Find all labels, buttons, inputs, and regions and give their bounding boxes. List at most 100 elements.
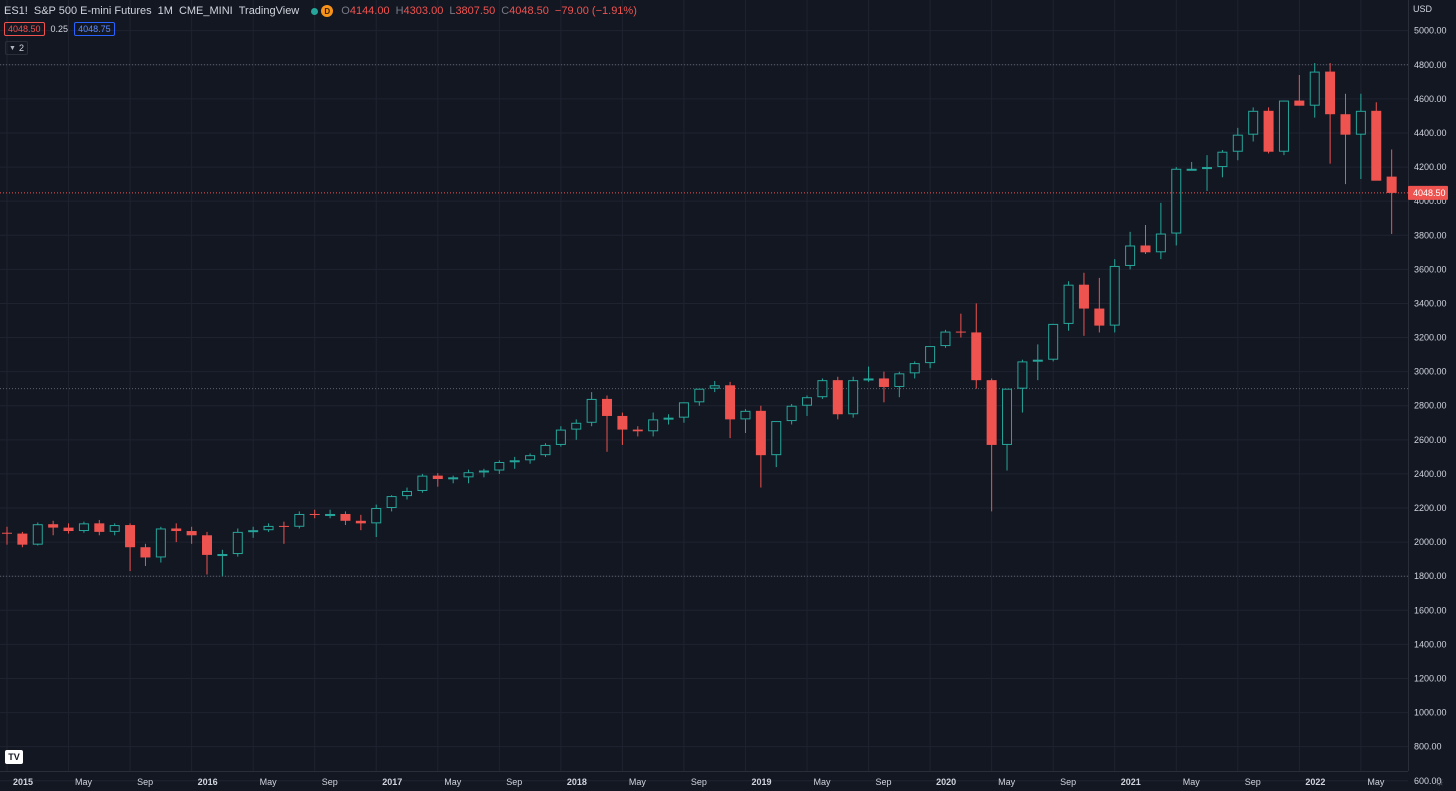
candle [109, 523, 120, 536]
candle [371, 504, 382, 537]
candle-body [48, 524, 59, 528]
candle-body [802, 397, 813, 406]
sell-price-button[interactable]: 4048.50 [4, 22, 45, 36]
price-tick-label: 3800.00 [1414, 230, 1447, 240]
candle [32, 522, 43, 546]
candle-body [1309, 71, 1320, 106]
candle-body [1202, 167, 1213, 170]
candle-body [786, 405, 797, 422]
candle-body [525, 455, 536, 461]
horizontal-levels [0, 64, 1408, 577]
time-tick-label: 2022 [1305, 777, 1325, 787]
symbol-ticker[interactable]: ES1! [4, 5, 28, 17]
candle-body [771, 421, 782, 456]
time-tick-label: 2017 [382, 777, 402, 787]
candle [617, 412, 628, 445]
candle-body [648, 419, 659, 432]
quote-row: 4048.50 0.25 4048.75 [4, 22, 115, 36]
candle [402, 487, 413, 500]
gear-icon[interactable]: ☼ [1434, 774, 1445, 788]
candle [509, 456, 520, 469]
time-tick-label: Sep [137, 777, 153, 787]
candle [1309, 63, 1320, 118]
time-tick-label: Sep [322, 777, 338, 787]
candle-body [1140, 245, 1151, 253]
time-tick-label: Sep [876, 777, 892, 787]
candle [848, 376, 859, 418]
price-tick-label: 2600.00 [1414, 435, 1447, 445]
time-tick-label: Sep [1060, 777, 1076, 787]
price-tick-label: 4800.00 [1414, 60, 1447, 70]
price-tick-label: 1400.00 [1414, 639, 1447, 649]
candle [878, 371, 889, 403]
candle [1140, 225, 1151, 255]
interval-label[interactable]: 1M [157, 5, 173, 17]
candle-body [155, 528, 166, 558]
candle [971, 303, 982, 389]
candle-body [417, 475, 428, 491]
price-tick-label: 2000.00 [1414, 537, 1447, 547]
candle [325, 509, 336, 519]
candle [1278, 100, 1289, 156]
candle-body [832, 380, 843, 415]
candle [1002, 388, 1013, 471]
candle-body [755, 410, 766, 456]
candle [1155, 202, 1166, 260]
time-tick-label: May [444, 777, 462, 787]
candle [1340, 93, 1351, 185]
candle [1355, 93, 1366, 179]
candle [1248, 107, 1259, 142]
candle [909, 361, 920, 379]
candle-body [1232, 134, 1243, 152]
candle [832, 376, 843, 420]
candle-body [355, 520, 366, 524]
time-tick-label: Sep [1245, 777, 1261, 787]
candle [1048, 323, 1059, 362]
tradingview-logo-icon[interactable]: TV [5, 750, 23, 764]
candle-body [1063, 284, 1074, 324]
time-tick-label: 2019 [751, 777, 771, 787]
price-tick-label: 1600.00 [1414, 605, 1447, 615]
candle-body [1017, 361, 1028, 389]
candle [540, 443, 551, 457]
buy-price-button[interactable]: 4048.75 [74, 22, 115, 36]
candle-body [1340, 114, 1351, 135]
candle-body [571, 422, 582, 430]
exchange-label: CME_MINI [178, 5, 233, 17]
candle [648, 412, 659, 437]
price-tick-label: 4200.00 [1414, 162, 1447, 172]
plot-area[interactable] [0, 0, 1408, 771]
price-tick-label: 2800.00 [1414, 401, 1447, 411]
candle [125, 523, 136, 572]
candle-body [694, 388, 705, 403]
candle [2, 526, 12, 545]
market-status-badge[interactable]: D [311, 5, 334, 17]
candle-body [725, 385, 736, 420]
indicators-toggle-button[interactable]: ▼ 2 [5, 41, 28, 55]
candle [17, 531, 28, 548]
candle-body [971, 332, 982, 381]
candles [2, 63, 1397, 577]
candle-body [109, 525, 120, 532]
candle [678, 402, 689, 423]
candle-body [1109, 265, 1120, 326]
candle [232, 528, 243, 557]
candle-body [1002, 388, 1013, 445]
candle [63, 523, 74, 534]
candle-body [17, 533, 28, 545]
candle-body [678, 402, 689, 418]
candle-body [125, 525, 136, 548]
candle-body [463, 472, 474, 478]
currency-label[interactable]: USD [1413, 4, 1433, 14]
candle-body [602, 398, 613, 416]
price-tick-label: 600.00 [1414, 776, 1442, 786]
candle [602, 395, 613, 452]
candle-body [1263, 110, 1274, 152]
time-tick-label: May [998, 777, 1016, 787]
time-tick-label: Sep [506, 777, 522, 787]
price-axis[interactable]: 600.00 800.00 1000.00 1200.00 1400.00 1600.00… [1414, 26, 1447, 786]
candle-body [1217, 151, 1228, 168]
candle [263, 523, 274, 532]
time-axis[interactable]: 2015 May Sep 2016 May Sep 2017 May Sep 2018 May Sep… [13, 777, 1385, 787]
